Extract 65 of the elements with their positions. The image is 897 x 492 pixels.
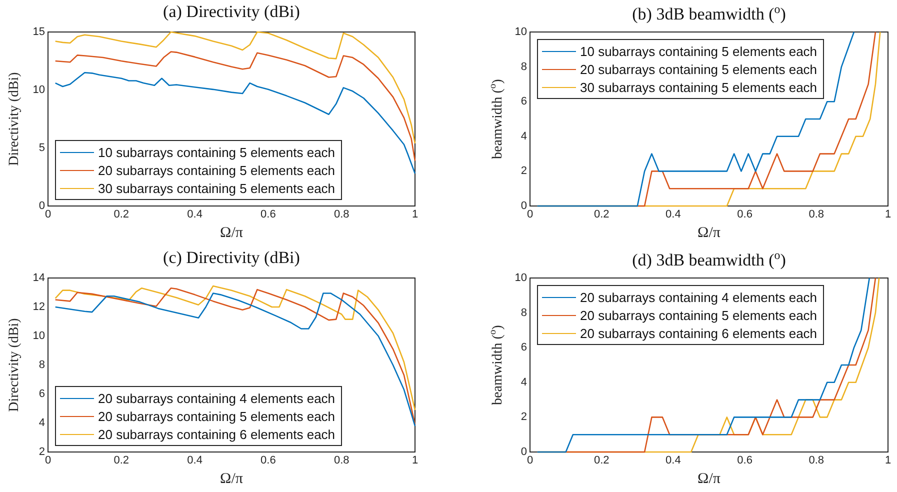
y-tick-label: 14 xyxy=(32,272,45,284)
x-tick-label: 1 xyxy=(884,454,892,467)
y-tick-label: 4 xyxy=(520,376,527,388)
legend-label: 30 subarrays containing 5 elements each xyxy=(98,180,336,196)
y-tick-label: 10 xyxy=(32,84,45,96)
x-tick-label: 0.8 xyxy=(808,454,824,467)
chart-title: (a) Directivity (dBi) xyxy=(163,2,300,22)
y-tick-label: 0 xyxy=(520,446,527,458)
x-axis-title: Ω/π xyxy=(220,225,243,242)
y-tick-label: 4 xyxy=(520,130,527,142)
y-tick-label: 10 xyxy=(514,272,527,284)
x-tick-label: 1 xyxy=(412,454,418,467)
x-tick-label: 0.2 xyxy=(114,454,130,467)
y-tick-label: 10 xyxy=(32,330,45,342)
y-tick-label: 0 xyxy=(520,200,527,212)
y-tick-label: 4 xyxy=(38,417,45,430)
x-tick-label: 0.6 xyxy=(737,454,752,467)
y-tick-label: 12 xyxy=(32,301,45,314)
y-tick-label: 10 xyxy=(514,26,527,38)
x-tick-label: 0.8 xyxy=(334,208,350,221)
x-tick-label: 0.4 xyxy=(666,454,681,467)
legend-label: 20 subarrays containing 4 elements each xyxy=(580,290,818,304)
x-tick-label: 0.6 xyxy=(737,208,752,221)
y-tick-label: 2 xyxy=(520,165,527,178)
chart-title: (b) 3dB beamwidth ($^{o}$) xyxy=(632,2,786,25)
x-axis-title: Ω/π xyxy=(698,225,720,242)
legend-label: 20 subarrays containing 6 elements each xyxy=(98,426,336,442)
chart-title: (d) 3dB beamwidth ($^{o}$) xyxy=(632,248,786,271)
x-axis-title: Ω/π xyxy=(698,471,720,488)
x-tick-label: 0.6 xyxy=(260,454,276,467)
y-axis-title: Directivity (dBi) xyxy=(7,72,23,166)
y-tick-label: 8 xyxy=(38,359,45,372)
x-tick-label: 0.2 xyxy=(594,454,610,467)
legend-label: 20 subarrays containing 4 elements each xyxy=(98,390,336,406)
y-axis-title: Directivity (dBi) xyxy=(7,318,23,412)
x-tick-label: 0.4 xyxy=(187,208,202,221)
x-tick-label: 0.4 xyxy=(666,208,681,221)
y-tick-label: 6 xyxy=(38,388,45,400)
x-tick-label: 0.8 xyxy=(808,208,824,221)
x-tick-label: 0.2 xyxy=(114,208,130,221)
y-tick-label: 2 xyxy=(38,446,45,458)
legend-label: 10 subarrays containing 5 elements each xyxy=(98,144,336,160)
legend-label: 20 subarrays containing 5 elements each xyxy=(98,162,336,178)
y-tick-label: 6 xyxy=(520,96,527,108)
y-tick-label: 2 xyxy=(520,411,527,424)
legend-label: 20 subarrays containing 5 elements each xyxy=(98,408,336,424)
y-tick-label: 15 xyxy=(32,26,45,38)
legend-label: 10 subarrays containing 5 elements each xyxy=(580,44,818,58)
x-tick-label: 0.2 xyxy=(594,208,610,221)
x-axis-title: Ω/π xyxy=(220,471,243,488)
y-tick-label: 8 xyxy=(520,306,527,319)
y-tick-label: 6 xyxy=(520,342,527,354)
chart-title: (c) Directivity (dBi) xyxy=(163,248,300,268)
legend-label: 20 subarrays containing 5 elements each xyxy=(580,308,818,322)
legend-label: 20 subarrays containing 6 elements each xyxy=(580,326,818,340)
y-tick-label: 0 xyxy=(38,200,45,212)
x-tick-label: 1 xyxy=(412,208,418,221)
x-tick-label: 1 xyxy=(884,208,892,221)
x-tick-label: 0.6 xyxy=(260,208,276,221)
y-tick-label: 5 xyxy=(38,142,45,154)
legend-label: 20 subarrays containing 5 elements each xyxy=(580,62,818,76)
x-tick-label: 0.4 xyxy=(187,454,202,467)
legend-label: 30 subarrays containing 5 elements each xyxy=(580,80,818,94)
x-tick-label: 0.8 xyxy=(334,454,350,467)
y-tick-label: 8 xyxy=(520,60,527,73)
